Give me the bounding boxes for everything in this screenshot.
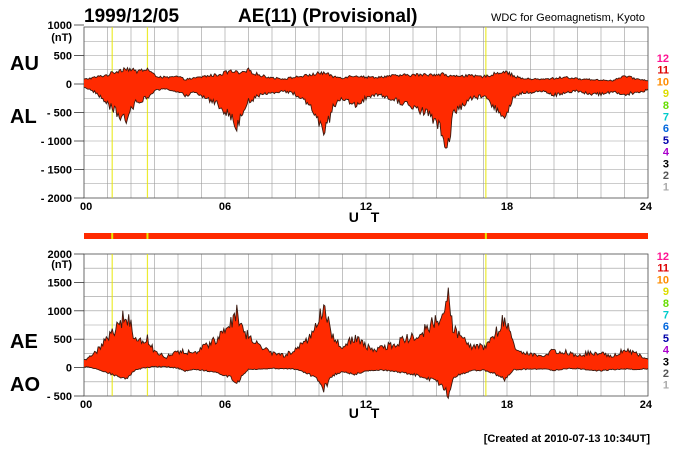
au-al-y-tick-label: 0 bbox=[66, 79, 72, 91]
al-series-label: AL bbox=[10, 106, 37, 128]
au-al-station-count-label: 3 bbox=[663, 158, 669, 170]
coverage-bar-mark bbox=[146, 233, 149, 239]
ae-series-label: AE bbox=[10, 331, 38, 353]
ae-ao-x-tick-label: 18 bbox=[501, 399, 513, 411]
au-al-station-count-label: 6 bbox=[663, 123, 669, 135]
ae-ao-station-count-label: 5 bbox=[663, 333, 669, 345]
au-al-x-tick-label: 00 bbox=[80, 201, 92, 213]
au-series-label: AU bbox=[10, 53, 39, 75]
ae-ao-station-count-label: 8 bbox=[663, 298, 669, 310]
au-al-x-tick-label: 18 bbox=[501, 201, 513, 213]
ae-ao-x-tick-labels: 00 06 12 18 24 bbox=[80, 399, 653, 411]
station-coverage-bar bbox=[84, 233, 648, 239]
ae-ao-x-tick-label: 00 bbox=[80, 399, 92, 411]
au-al-filled-band bbox=[84, 67, 648, 149]
ae-ao-y-tick-label: 1000 bbox=[48, 306, 72, 318]
data-source-label: WDC for Geomagnetism, Kyoto bbox=[491, 12, 645, 24]
ae-ao-x-tick-label: 06 bbox=[219, 399, 231, 411]
ae-ao-x-axis-label: U T bbox=[349, 405, 384, 421]
ae-ao-y-tick-label: 500 bbox=[54, 334, 72, 346]
al-series-line bbox=[83, 86, 649, 149]
au-al-areas bbox=[83, 66, 649, 149]
au-al-station-count-label: 4 bbox=[663, 147, 670, 159]
au-al-y-tick-label: - 500 bbox=[47, 108, 72, 120]
au-al-y-tick-label: 500 bbox=[54, 51, 72, 63]
ao-series-line bbox=[83, 365, 649, 400]
plot-title: AE(11) (Provisional) bbox=[238, 6, 418, 27]
au-al-x-tick-labels: 00 06 12 18 24 bbox=[80, 201, 653, 213]
au-al-time-highlights bbox=[111, 27, 487, 198]
au-al-y-tick-label: 1000 bbox=[48, 20, 72, 32]
au-al-x-tick-label: 06 bbox=[219, 201, 231, 213]
created-timestamp: [Created at 2010-07-13 10:34UT] bbox=[484, 433, 651, 445]
au-al-y-tick-label: - 2000 bbox=[41, 193, 72, 205]
au-al-station-count-label: 1 bbox=[663, 182, 669, 194]
ae-ao-station-count-label: 3 bbox=[663, 356, 669, 368]
au-al-y-tick-labels: 1000 500 0 - 500 - 1000 - 1500 - 2000 bbox=[41, 20, 84, 205]
ae-ao-station-count-label: 1 bbox=[663, 380, 669, 392]
au-al-y-tick-label: - 1500 bbox=[41, 165, 72, 177]
au-al-y-axis-unit: (nT) bbox=[51, 32, 72, 44]
ae-ao-areas bbox=[83, 287, 649, 400]
au-al-station-count-label: 2 bbox=[663, 170, 669, 182]
ae-ao-x-tick-label: 12 bbox=[360, 399, 372, 411]
coverage-bar-fill bbox=[84, 233, 648, 239]
ae-ao-y-tick-label: 1500 bbox=[48, 277, 72, 289]
ae-ao-station-count-label: 9 bbox=[663, 286, 669, 298]
ae-ao-y-tick-labels: 2000 1500 1000 500 0 - 500 bbox=[47, 249, 84, 403]
ae-ao-y-axis-unit: (nT) bbox=[51, 259, 72, 271]
ae-ao-y-tick-label: - 500 bbox=[47, 391, 72, 403]
au-al-x-axis-label: U T bbox=[349, 209, 384, 225]
au-al-station-count-label: 5 bbox=[663, 135, 669, 147]
ae-ao-filled-band bbox=[84, 287, 648, 399]
ae-series-line bbox=[83, 287, 649, 361]
ae-ao-station-count-label: 6 bbox=[663, 321, 669, 333]
au-series-line bbox=[83, 66, 649, 82]
au-al-station-count-label: 11 bbox=[657, 65, 669, 77]
coverage-bar-mark bbox=[111, 233, 114, 239]
au-al-y-tick-label: - 1000 bbox=[41, 136, 72, 148]
ae-ao-station-count-label: 7 bbox=[663, 310, 669, 322]
ae-ao-plot-frame bbox=[83, 253, 649, 397]
ae-ao-station-count-label: 12 bbox=[657, 251, 669, 263]
ae-ao-grid bbox=[83, 253, 649, 397]
ae-ao-station-count-label: 4 bbox=[663, 345, 670, 357]
ae-ao-station-count-label: 11 bbox=[657, 263, 669, 275]
ae-ao-x-tick-label: 24 bbox=[640, 399, 653, 411]
au-al-grid bbox=[83, 26, 649, 199]
au-al-station-count-label: 8 bbox=[663, 100, 669, 112]
au-al-x-tick-label: 12 bbox=[360, 201, 372, 213]
au-al-station-count-label: 12 bbox=[657, 53, 669, 65]
ae-ao-y-tick-label: 0 bbox=[66, 363, 72, 375]
ae-ao-y-tick-label: 2000 bbox=[48, 249, 72, 261]
ao-series-label: AO bbox=[10, 374, 40, 396]
coverage-bar-mark bbox=[484, 233, 487, 239]
ae-ao-station-count-label: 10 bbox=[657, 274, 669, 286]
au-al-station-count-label: 10 bbox=[657, 76, 669, 88]
plot-date: 1999/12/05 bbox=[84, 6, 180, 27]
au-al-station-count-label: 9 bbox=[663, 88, 669, 100]
au-al-station-count-label: 7 bbox=[663, 112, 669, 124]
ae-ao-station-count-label: 2 bbox=[663, 368, 669, 380]
au-al-x-tick-label: 24 bbox=[640, 201, 653, 213]
